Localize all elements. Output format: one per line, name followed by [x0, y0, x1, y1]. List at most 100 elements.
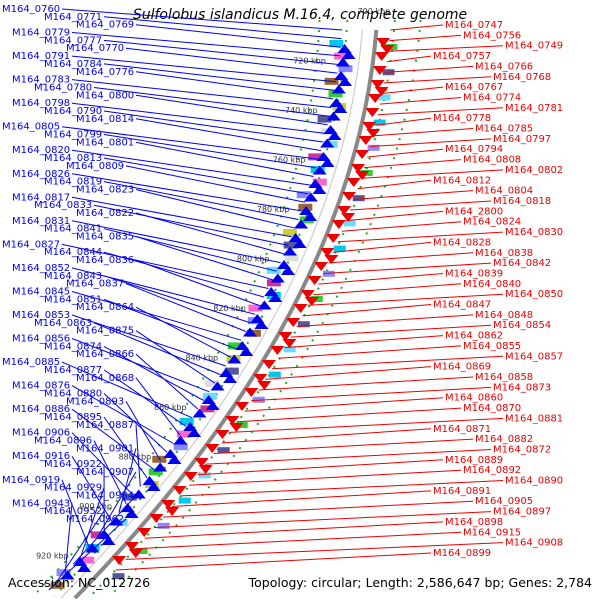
- right-connector: [386, 55, 432, 63]
- reverse-gene-arrow: [261, 360, 276, 369]
- forward-gene-arrow: [335, 57, 350, 67]
- right-gene-label: M164_0848: [475, 310, 533, 321]
- right-connector: [171, 490, 432, 507]
- gene-block: [248, 304, 263, 312]
- left-gene-label: M164_0805: [2, 122, 60, 133]
- reverse-gene-arrow: [337, 206, 352, 215]
- forward-gene-arrow: [187, 428, 202, 437]
- left-connector: [56, 510, 105, 582]
- left-gene-label: M164_0844: [44, 247, 102, 258]
- reverse-gene-arrow: [331, 220, 346, 229]
- right-connector: [244, 397, 444, 412]
- left-gene-label: M164_0771: [44, 12, 102, 23]
- forward-gene-arrow: [294, 219, 309, 229]
- reverse-gene-arrow: [355, 150, 370, 159]
- left-connector: [125, 401, 162, 462]
- right-connector: [251, 386, 492, 402]
- reverse-gene-arrow: [253, 374, 268, 383]
- left-gene-label: M164_0907: [76, 467, 134, 478]
- right-gene-label: M164_2800: [445, 206, 503, 217]
- forward-gene-arrow: [303, 212, 318, 221]
- reverse-gene-arrow: [293, 304, 308, 313]
- left-gene-label: M164_0851: [44, 294, 102, 305]
- forward-gene-arrow: [101, 536, 116, 545]
- left-connector: [135, 71, 334, 100]
- ruler-tick-label: 900 kbp: [79, 502, 112, 511]
- gene-block: [173, 443, 188, 451]
- left-gene-label: M164_0877: [44, 365, 102, 376]
- ruler-tick-label: 760 kbp: [273, 156, 306, 165]
- topology-summary: Topology: circular; Length: 2,586,647 bp…: [248, 575, 592, 590]
- ruler-tick-label: 920 kbp: [36, 552, 69, 561]
- gene-block: [308, 153, 323, 161]
- reverse-gene-arrow: [365, 108, 380, 117]
- left-connector: [71, 220, 281, 264]
- left-gene-label: M164_0868: [76, 373, 134, 384]
- ruler-tick-label: 740 kbp: [285, 106, 318, 115]
- forward-gene-arrow: [257, 300, 272, 310]
- right-gene-label: M164_0781: [505, 103, 563, 114]
- left-gene-label: M164_0770: [66, 43, 124, 54]
- reverse-gene-arrow: [128, 549, 143, 558]
- ruler-tick-label: 820 kbp: [213, 304, 246, 313]
- gene-block: [343, 220, 356, 227]
- left-connector: [71, 338, 210, 393]
- reverse-gene-arrow: [355, 171, 370, 180]
- right-gene-label: M164_0871: [433, 424, 491, 435]
- left-connector: [80, 487, 105, 556]
- left-connector: [103, 157, 308, 195]
- left-gene-label: M164_0901: [76, 443, 134, 454]
- right-gene-label: M164_0899: [433, 548, 491, 559]
- right-gene-label: M164_0830: [505, 227, 563, 238]
- left-connector: [135, 353, 199, 410]
- reverse-gene-arrow: [372, 66, 387, 75]
- left-connector: [103, 134, 317, 169]
- left-gene-label: M164_0836: [76, 255, 134, 266]
- left-connector: [71, 32, 340, 57]
- right-connector: [278, 345, 462, 359]
- ruler-inner-arc: [60, 29, 363, 599]
- reverse-gene-arrow: [165, 507, 180, 516]
- left-gene-label: M164_0820: [12, 145, 70, 156]
- right-gene-label: M164_0892: [463, 465, 521, 476]
- left-connector: [135, 306, 232, 358]
- gene-block: [178, 497, 191, 504]
- reverse-gene-arrow: [205, 444, 220, 453]
- right-gene-label: M164_0797: [493, 134, 551, 145]
- right-connector: [189, 469, 462, 486]
- right-connector: [370, 138, 492, 147]
- right-connector: [307, 293, 504, 306]
- gene-block: [198, 472, 211, 479]
- right-connector: [318, 273, 444, 285]
- left-gene-label: M164_0896: [34, 436, 92, 447]
- left-connector: [71, 149, 311, 186]
- right-gene-label: M164_0842: [493, 258, 551, 269]
- gene-block: [334, 52, 349, 60]
- right-gene-label: M164_0766: [475, 61, 533, 72]
- left-connector: [71, 432, 134, 496]
- right-gene-label: M164_0802: [505, 165, 563, 176]
- right-connector: [284, 335, 444, 349]
- left-connector: [61, 243, 269, 289]
- left-connector: [61, 361, 193, 419]
- left-gene-label: M164_0886: [12, 404, 70, 415]
- gene-block: [224, 367, 239, 375]
- right-connector: [153, 511, 492, 529]
- left-connector: [135, 212, 285, 255]
- left-connector: [48, 518, 127, 591]
- right-connector: [377, 107, 504, 116]
- right-gene-label: M164_0872: [493, 445, 551, 456]
- forward-gene-arrow: [326, 111, 341, 121]
- left-connector: [71, 385, 174, 444]
- right-connector: [367, 148, 444, 158]
- left-connector: [135, 24, 341, 48]
- left-connector: [61, 479, 90, 548]
- left-gene-label: M164_0922: [44, 459, 102, 470]
- forward-gene-arrow: [124, 509, 139, 518]
- right-connector: [180, 480, 504, 497]
- right-gene-label: M164_0915: [463, 527, 521, 538]
- forward-gene-arrow: [320, 138, 335, 148]
- reverse-gene-arrow: [341, 213, 356, 222]
- reverse-gene-arrow: [351, 164, 366, 173]
